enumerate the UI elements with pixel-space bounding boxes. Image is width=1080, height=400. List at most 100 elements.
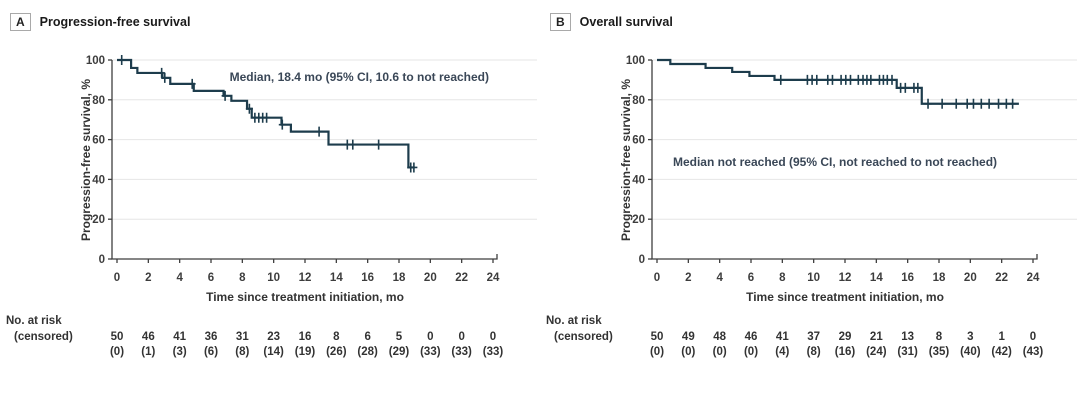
censor-mark: [985, 98, 993, 109]
censor-mark: [777, 74, 785, 85]
panel-a-header: A Progression-free survival: [10, 13, 190, 31]
x-tick-label: 16: [361, 272, 374, 284]
panel-b-header: B Overall survival: [550, 13, 673, 31]
y-tick-label: 80: [92, 95, 105, 107]
x-tick-label: 16: [901, 272, 914, 284]
x-tick-label: 10: [807, 272, 820, 284]
risk-at-risk-value: 6: [364, 331, 371, 343]
risk-censored-value: (26): [326, 346, 347, 358]
panel-a-title: Progression-free survival: [39, 15, 191, 29]
risk-censored-value: (43): [1022, 346, 1044, 358]
risk-censored-value: (0): [712, 346, 727, 358]
axes: [111, 60, 498, 260]
os-y-axis-label: Progression-free survival, %: [619, 78, 633, 242]
panel-progression-free-survival: A Progression-free survival Median, 18.4…: [6, 13, 537, 358]
censor-mark: [349, 139, 357, 150]
censor-mark: [410, 162, 418, 173]
risk-at-risk-value: 8: [333, 331, 340, 343]
survival-curve: [117, 58, 415, 169]
y-tick-label: 100: [626, 55, 645, 67]
x-tick-label: 18: [393, 272, 406, 284]
censor-mark: [888, 74, 896, 85]
x-tick-label: 18: [933, 272, 946, 284]
os-risk-table-label: No. at risk: [546, 315, 602, 327]
pfs-x-axis-label: Time since treatment initiation, mo: [206, 290, 404, 304]
risk-censored-value: (3): [172, 346, 187, 358]
x-tick-label: 6: [748, 272, 754, 284]
risk-censored-value: (0): [109, 346, 125, 358]
km-plot-os: Median not reached (95% CI, not reached …: [626, 55, 1077, 284]
risk-censored-value: (40): [960, 346, 981, 358]
censor-mark: [867, 74, 875, 85]
x-tick-label: 4: [176, 272, 183, 284]
risk-at-risk-value: 0: [458, 331, 465, 343]
censor-mark: [977, 98, 985, 109]
risk-at-risk-value: 13: [901, 331, 915, 343]
risk-censored-value: (16): [834, 346, 856, 358]
risk-censored-value: (24): [866, 346, 887, 358]
x-tick-label: 6: [208, 272, 214, 284]
x-tick-label: 12: [839, 272, 852, 284]
x-tick-label: 0: [654, 272, 660, 284]
risk-censored-value: (8): [806, 346, 821, 358]
censor-mark: [315, 126, 323, 137]
x-tick-label: 2: [145, 272, 151, 284]
censor-mark: [221, 90, 229, 101]
x-tick-label: 0: [114, 272, 120, 284]
censor-mark: [813, 74, 821, 85]
censor-mark: [161, 72, 169, 83]
risk-at-risk-value: 0: [1029, 331, 1037, 343]
risk-censored-value: (42): [991, 346, 1012, 358]
risk-at-risk-value: 23: [267, 331, 281, 343]
censor-mark: [263, 112, 271, 123]
y-tick-label: 40: [92, 174, 105, 186]
os-x-axis-label: Time since treatment initiation, mo: [746, 290, 944, 304]
risk-at-risk-value: 1: [998, 331, 1005, 343]
y-tick-label: 80: [632, 95, 645, 107]
risk-at-risk-value: 50: [110, 331, 124, 343]
risk-censored-value: (29): [388, 346, 410, 358]
risk-censored-value: (31): [897, 346, 918, 358]
censor-mark: [938, 98, 946, 109]
censor-mark: [245, 103, 253, 114]
risk-at-risk-value: 48: [713, 331, 727, 343]
risk-at-risk-value: 50: [650, 331, 664, 343]
censor-mark: [924, 98, 932, 109]
y-tick-label: 100: [86, 55, 105, 67]
x-tick-label: 8: [239, 272, 246, 284]
x-tick-label: 10: [267, 272, 280, 284]
censor-mark: [914, 82, 922, 93]
censor-mark: [846, 74, 854, 85]
risk-at-risk-value: 31: [235, 331, 249, 343]
x-tick-label: 14: [870, 272, 883, 284]
risk-at-risk-value: 16: [298, 331, 312, 343]
risk-at-risk-value: 46: [141, 331, 155, 343]
censor-mark: [952, 98, 960, 109]
risk-censored-value: (33): [482, 346, 504, 358]
risk-at-risk-value: 37: [807, 331, 821, 343]
panel-b-title: Overall survival: [579, 15, 673, 29]
y-tick-label: 60: [92, 135, 105, 147]
risk-censored-value: (0): [743, 346, 759, 358]
risk-censored-value: (0): [649, 346, 665, 358]
censor-mark: [901, 82, 909, 93]
risk-at-risk-value: 46: [744, 331, 758, 343]
censor-mark: [995, 98, 1003, 109]
risk-censored-value: (4): [775, 346, 790, 358]
x-tick-label: 24: [487, 272, 500, 284]
risk-censored-value: (0): [681, 346, 696, 358]
risk-censored-value: (6): [203, 346, 219, 358]
risk-at-risk-value: 0: [427, 331, 434, 343]
censor-mark: [963, 98, 971, 109]
km-plot-pfs: Median, 18.4 mo (95% CI, 10.6 to not rea…: [86, 55, 537, 284]
censor-mark: [278, 119, 286, 130]
x-tick-label: 2: [685, 272, 691, 284]
risk-at-risk-value: 5: [395, 331, 403, 343]
y-tick-label: 20: [92, 214, 105, 226]
panel-a-label-box: A: [10, 13, 31, 31]
risk-at-risk-value: 41: [173, 331, 187, 343]
panel-overall-survival: B Overall survival Median not reached (9…: [540, 0, 1080, 400]
os-median-annotation: Median not reached (95% CI, not reached …: [673, 155, 997, 169]
x-tick-label: 14: [330, 272, 343, 284]
risk-censored-value: (19): [294, 346, 316, 358]
